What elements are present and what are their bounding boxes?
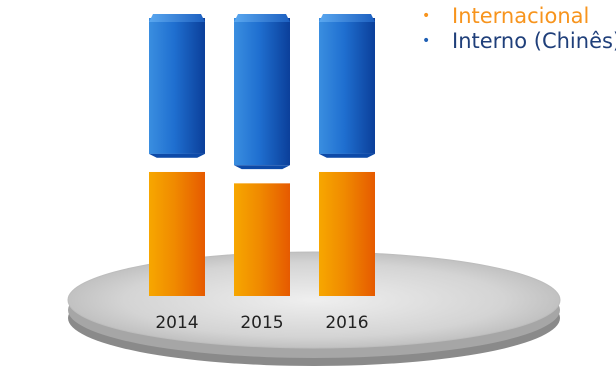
platform-disc bbox=[67, 251, 561, 366]
legend-item-internacional: • Internacional bbox=[410, 4, 616, 29]
bar-interno-2014 bbox=[149, 18, 205, 154]
bar-separator-2015 bbox=[234, 169, 290, 184]
bar-top-cap-2016 bbox=[319, 14, 375, 22]
category-label-2016: 2016 bbox=[325, 313, 368, 333]
bar-group-2014 bbox=[149, 14, 205, 296]
category-labels: 2014 2015 2016 bbox=[155, 313, 368, 333]
bar-interno-bevel-2016 bbox=[319, 153, 375, 158]
legend-label-internacional: Internacional bbox=[452, 4, 590, 28]
bar-interno-2016 bbox=[319, 18, 375, 154]
bar-separator-2014 bbox=[149, 157, 205, 172]
bar-interno-bevel-2015 bbox=[234, 165, 290, 170]
bar-top-cap-2015 bbox=[234, 14, 290, 22]
category-label-2014: 2014 bbox=[155, 313, 198, 333]
legend-bullet-icon: • bbox=[422, 33, 431, 49]
bar-interno-2015 bbox=[234, 18, 290, 166]
bar-internacional-2014 bbox=[149, 171, 205, 296]
bar-internacional-2015 bbox=[234, 183, 290, 296]
bar-top-cap-2014 bbox=[149, 14, 205, 22]
legend-bullet-icon: • bbox=[422, 8, 431, 24]
category-label-2015: 2015 bbox=[240, 313, 283, 333]
legend-item-interno: • Interno (Chinês) bbox=[410, 29, 616, 54]
bars-layer bbox=[149, 14, 375, 296]
bar-group-2015 bbox=[234, 14, 290, 296]
legend-label-interno: Interno (Chinês) bbox=[452, 29, 616, 53]
bar-group-2016 bbox=[319, 14, 375, 296]
legend: • Internacional • Interno (Chinês) bbox=[410, 4, 616, 54]
bar-internacional-2016 bbox=[319, 171, 375, 296]
bar-interno-bevel-2014 bbox=[149, 153, 205, 158]
bar-separator-2016 bbox=[319, 157, 375, 172]
